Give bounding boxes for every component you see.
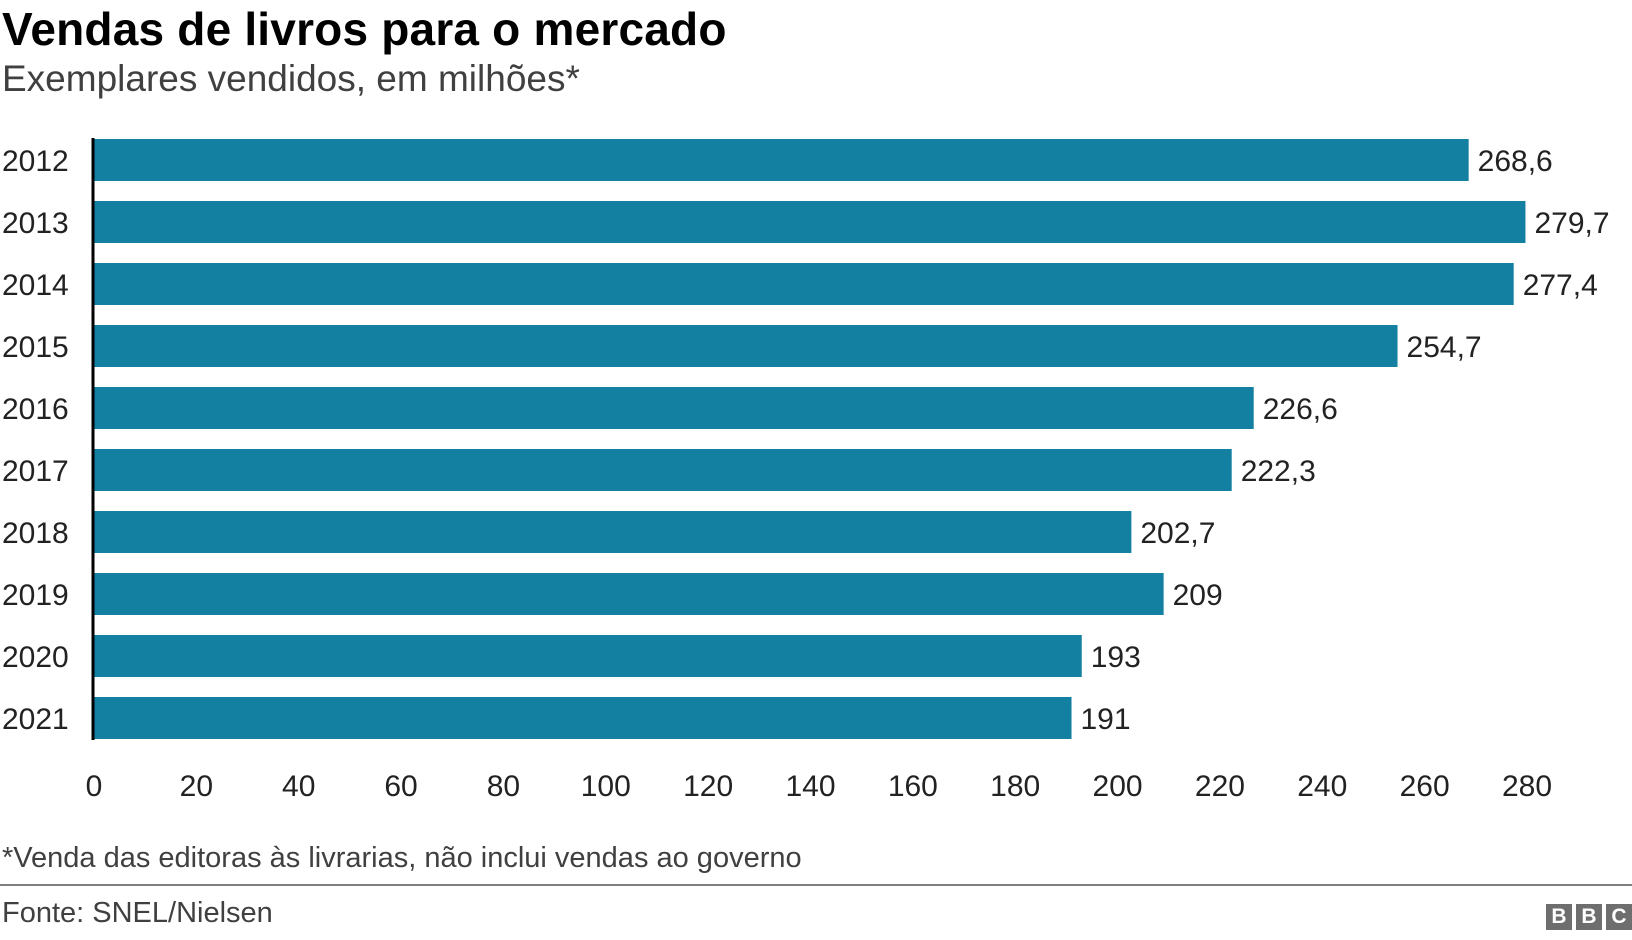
- value-labels: 268,6 279,7 277,4 254,7 226,6 222,3 202,7 209 19…: [1081, 145, 1610, 736]
- bar-2020: [94, 635, 1082, 677]
- chart-subtitle: Exemplares vendidos, em milhões*: [2, 58, 580, 99]
- bbc-logo-letter: B: [1546, 904, 1572, 930]
- x-tick-label-100: 100: [581, 770, 631, 803]
- x-tick-label-20: 20: [180, 770, 213, 803]
- bar-2014: [94, 263, 1514, 305]
- category-label-2014: 2014: [2, 269, 69, 302]
- x-tick-label-0: 0: [86, 770, 103, 803]
- value-label-2015: 254,7: [1407, 331, 1482, 364]
- source-note: Fonte: SNEL/Nielsen: [2, 897, 273, 929]
- x-tick-label-240: 240: [1297, 770, 1347, 803]
- category-label-2015: 2015: [2, 331, 69, 364]
- value-label-2013: 279,7: [1534, 207, 1609, 240]
- category-label-2018: 2018: [2, 517, 69, 550]
- bars-group: [94, 139, 1526, 739]
- value-label-2020: 193: [1091, 641, 1141, 674]
- x-tick-label-80: 80: [487, 770, 520, 803]
- category-label-2017: 2017: [2, 455, 69, 488]
- x-tick-label-120: 120: [683, 770, 733, 803]
- x-axis-tick-labels: 0 20 40 60 80 100 120 140 160 180 200 220 240 260 280: [86, 770, 1552, 803]
- bar-2018: [94, 511, 1132, 553]
- value-label-2014: 277,4: [1523, 269, 1598, 302]
- bar-2017: [94, 449, 1232, 491]
- category-labels: 2012 2013 2014 2015 2016 2017 2018 2019 2020 2021: [2, 145, 69, 736]
- category-label-2013: 2013: [2, 207, 69, 240]
- category-label-2012: 2012: [2, 145, 69, 178]
- bar-2021: [94, 697, 1072, 739]
- bar-2012: [94, 139, 1469, 181]
- bbc-logo-letter: C: [1606, 904, 1632, 930]
- x-tick-label-140: 140: [785, 770, 835, 803]
- x-tick-label-40: 40: [282, 770, 315, 803]
- value-label-2012: 268,6: [1478, 145, 1553, 178]
- x-tick-label-280: 280: [1502, 770, 1552, 803]
- footnote: *Venda das editoras às livrarias, não in…: [2, 842, 802, 874]
- category-label-2016: 2016: [2, 393, 69, 426]
- value-label-2019: 209: [1173, 579, 1223, 612]
- category-label-2019: 2019: [2, 579, 69, 612]
- category-label-2020: 2020: [2, 641, 69, 674]
- x-tick-label-260: 260: [1400, 770, 1450, 803]
- category-label-2021: 2021: [2, 703, 69, 736]
- bar-2016: [94, 387, 1254, 429]
- chart-title: Vendas de livros para o mercado: [2, 3, 727, 55]
- bar-chart: 2012 2013 2014 2015 2016 2017 2018 2019 2020 2021…: [2, 138, 1610, 803]
- x-tick-label-160: 160: [888, 770, 938, 803]
- bar-2013: [94, 201, 1526, 243]
- value-label-2018: 202,7: [1140, 517, 1215, 550]
- bbc-logo-letter: B: [1576, 904, 1602, 930]
- x-tick-label-180: 180: [990, 770, 1040, 803]
- x-tick-label-200: 200: [1093, 770, 1143, 803]
- bar-2015: [94, 325, 1398, 367]
- bbc-logo: B B C: [1546, 904, 1632, 930]
- x-tick-label-60: 60: [384, 770, 417, 803]
- footer-divider: [0, 884, 1632, 886]
- bar-2019: [94, 573, 1164, 615]
- value-label-2016: 226,6: [1263, 393, 1338, 426]
- value-label-2017: 222,3: [1241, 455, 1316, 488]
- x-tick-label-220: 220: [1195, 770, 1245, 803]
- value-label-2021: 191: [1081, 703, 1131, 736]
